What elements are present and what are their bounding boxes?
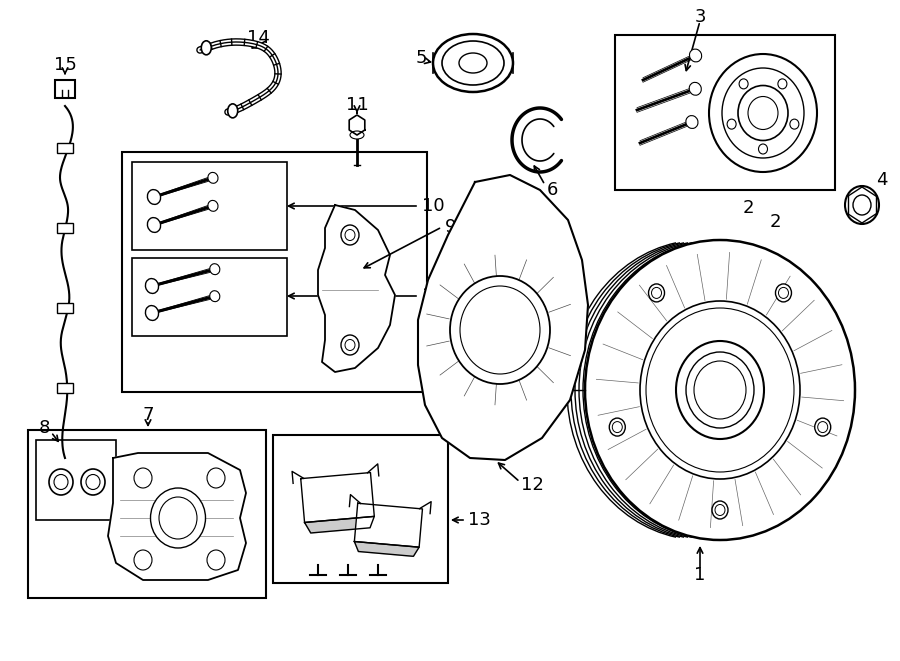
- Ellipse shape: [345, 229, 355, 241]
- Text: 2: 2: [770, 213, 781, 231]
- Ellipse shape: [689, 49, 702, 62]
- Ellipse shape: [134, 550, 152, 570]
- Text: 14: 14: [248, 29, 270, 47]
- Text: 1: 1: [694, 566, 706, 584]
- Ellipse shape: [853, 195, 871, 215]
- Text: 3: 3: [694, 8, 706, 26]
- Bar: [57, 143, 73, 153]
- Text: 7: 7: [142, 406, 154, 424]
- Ellipse shape: [652, 288, 662, 298]
- Text: 13: 13: [468, 511, 490, 529]
- Ellipse shape: [646, 308, 794, 472]
- Ellipse shape: [609, 418, 626, 436]
- Ellipse shape: [790, 119, 799, 129]
- Ellipse shape: [738, 85, 788, 141]
- Polygon shape: [304, 516, 374, 533]
- Bar: [615, 35, 835, 190]
- Ellipse shape: [694, 361, 746, 419]
- Ellipse shape: [649, 284, 664, 302]
- Bar: [132, 162, 287, 250]
- Ellipse shape: [148, 217, 160, 233]
- Text: 10: 10: [422, 197, 445, 215]
- Bar: [55, 80, 75, 98]
- Ellipse shape: [818, 422, 828, 432]
- Ellipse shape: [442, 41, 504, 85]
- Polygon shape: [355, 503, 422, 547]
- Ellipse shape: [748, 97, 778, 130]
- Ellipse shape: [640, 301, 800, 479]
- Bar: [273, 435, 448, 583]
- Ellipse shape: [459, 53, 487, 73]
- Bar: [28, 430, 266, 598]
- Ellipse shape: [81, 469, 105, 495]
- Ellipse shape: [350, 131, 364, 139]
- Ellipse shape: [814, 418, 831, 436]
- Ellipse shape: [207, 550, 225, 570]
- Ellipse shape: [208, 173, 218, 183]
- Text: 5: 5: [415, 49, 427, 67]
- Ellipse shape: [341, 225, 359, 245]
- Ellipse shape: [727, 119, 736, 129]
- Ellipse shape: [778, 79, 787, 89]
- Ellipse shape: [686, 352, 754, 428]
- Ellipse shape: [148, 190, 160, 204]
- Text: 11: 11: [346, 96, 368, 114]
- Bar: [57, 223, 73, 233]
- Ellipse shape: [146, 278, 158, 293]
- Ellipse shape: [54, 475, 68, 490]
- Ellipse shape: [49, 469, 73, 495]
- Polygon shape: [108, 453, 246, 580]
- Ellipse shape: [722, 68, 804, 158]
- Bar: [122, 152, 427, 392]
- Ellipse shape: [450, 276, 550, 384]
- Ellipse shape: [210, 264, 220, 274]
- Ellipse shape: [433, 34, 513, 92]
- Ellipse shape: [778, 288, 788, 298]
- Ellipse shape: [585, 240, 855, 540]
- Bar: [57, 383, 73, 393]
- Bar: [57, 303, 73, 313]
- Text: 12: 12: [520, 476, 544, 494]
- Polygon shape: [318, 205, 395, 372]
- Text: 6: 6: [546, 181, 558, 199]
- Bar: [36, 440, 116, 520]
- Ellipse shape: [86, 475, 100, 490]
- Ellipse shape: [676, 341, 764, 439]
- Ellipse shape: [715, 504, 725, 516]
- Ellipse shape: [202, 41, 211, 55]
- Ellipse shape: [159, 497, 197, 539]
- Polygon shape: [355, 541, 419, 557]
- Ellipse shape: [207, 468, 225, 488]
- Ellipse shape: [460, 286, 540, 374]
- Polygon shape: [301, 473, 374, 522]
- Text: 15: 15: [54, 56, 76, 74]
- Ellipse shape: [612, 422, 622, 432]
- Ellipse shape: [845, 186, 879, 224]
- Ellipse shape: [150, 488, 205, 548]
- Ellipse shape: [208, 200, 218, 212]
- Text: 10: 10: [422, 287, 445, 305]
- Text: 4: 4: [877, 171, 887, 189]
- Ellipse shape: [759, 144, 768, 154]
- Ellipse shape: [709, 54, 817, 172]
- Ellipse shape: [228, 104, 238, 118]
- Ellipse shape: [341, 335, 359, 355]
- Ellipse shape: [739, 79, 748, 89]
- Bar: [132, 258, 287, 336]
- Ellipse shape: [134, 468, 152, 488]
- Ellipse shape: [689, 83, 701, 95]
- Text: 9: 9: [445, 218, 456, 236]
- Text: 2: 2: [742, 199, 754, 217]
- Ellipse shape: [146, 305, 158, 321]
- Ellipse shape: [712, 501, 728, 519]
- Ellipse shape: [210, 291, 220, 301]
- Ellipse shape: [345, 340, 355, 350]
- Ellipse shape: [686, 116, 698, 128]
- Polygon shape: [418, 175, 588, 460]
- Ellipse shape: [776, 284, 791, 302]
- Text: 8: 8: [39, 419, 50, 437]
- Polygon shape: [349, 115, 364, 135]
